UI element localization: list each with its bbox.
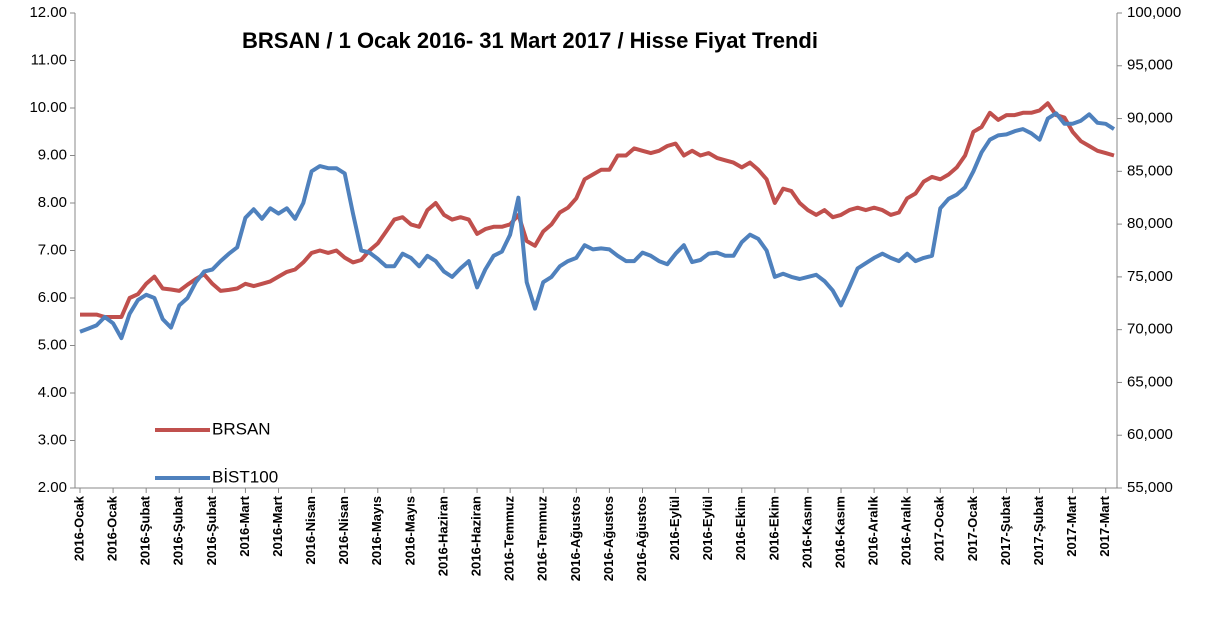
y-tick-label: 6.00 — [38, 289, 67, 306]
y-tick-label: 12.00 — [29, 4, 67, 21]
x-tick-label: 2016-Şubat — [138, 495, 153, 565]
y2-tick-label: 95,000 — [1127, 57, 1173, 74]
x-tick-label: 2017-Mart — [1064, 495, 1079, 556]
y-tick-label: 3.00 — [38, 431, 67, 448]
x-tick-label: 2016-Haziran — [435, 496, 450, 576]
x-tick-label: 2016-Aralık — [899, 495, 914, 565]
y2-tick-label: 90,000 — [1127, 110, 1173, 127]
series-line — [79, 111, 1116, 341]
x-tick-label: 2016-Ağustos — [568, 496, 583, 581]
series-line — [80, 101, 1115, 319]
x-tick-label: 2017-Ocak — [965, 495, 980, 561]
y-tick-label: 5.00 — [38, 336, 67, 353]
y2-tick-label: 85,000 — [1127, 162, 1173, 179]
x-tick-label: 2017-Şubat — [1031, 495, 1046, 565]
chart-title: BRSAN / 1 Ocak 2016- 31 Mart 2017 / Hiss… — [242, 28, 818, 53]
y-tick-label: 2.00 — [38, 479, 67, 496]
x-tick-label: 2017-Mart — [1097, 495, 1112, 556]
x-tick-label: 2016-Ocak — [71, 495, 86, 561]
x-tick-label: 2016-Kasım — [799, 496, 814, 568]
y2-tick-label: 55,000 — [1127, 479, 1173, 496]
x-tick-label: 2016-Temmuz — [535, 496, 550, 582]
legend-label: BRSAN — [212, 419, 271, 438]
x-tick-label: 2017-Şubat — [998, 495, 1013, 565]
y-tick-label: 7.00 — [38, 241, 67, 258]
x-tick-label: 2016-Mayıs — [369, 496, 384, 565]
x-tick-label: 2016-Mart — [237, 495, 252, 556]
y-tick-label: 10.00 — [29, 99, 67, 116]
x-tick-label: 2016-Nisan — [336, 496, 351, 565]
x-tick-label: 2016-Ağustos — [601, 496, 616, 581]
x-tick-label: 2016-Kasım — [832, 496, 847, 568]
y-tick-label: 4.00 — [38, 384, 67, 401]
x-tick-label: 2016-Ağustos — [634, 496, 649, 581]
x-tick-label: 2016-Şubat — [204, 495, 219, 565]
x-tick-label: 2017-Ocak — [932, 495, 947, 561]
y2-tick-label: 65,000 — [1127, 373, 1173, 390]
y2-tick-label: 75,000 — [1127, 268, 1173, 285]
x-tick-label: 2016-Haziran — [468, 496, 483, 576]
x-tick-label: 2016-Mayıs — [402, 496, 417, 565]
y2-tick-label: 60,000 — [1127, 426, 1173, 443]
x-tick-label: 2016-Aralık — [866, 495, 881, 565]
x-tick-label: 2016-Ekim — [766, 496, 781, 560]
x-tick-label: 2016-Eylül — [667, 496, 682, 560]
x-tick-label: 2016-Şubat — [171, 495, 186, 565]
y-tick-label: 8.00 — [38, 194, 67, 211]
y-tick-label: 9.00 — [38, 146, 67, 163]
y2-tick-label: 80,000 — [1127, 215, 1173, 232]
x-tick-label: 2016-Temmuz — [502, 496, 517, 582]
legend-label: BİST100 — [212, 467, 278, 486]
y-tick-label: 11.00 — [31, 51, 67, 68]
x-tick-label: 2016-Ekim — [733, 496, 748, 560]
y2-tick-label: 100,000 — [1127, 4, 1181, 21]
x-tick-label: 2016-Eylül — [700, 496, 715, 560]
y2-tick-label: 70,000 — [1127, 321, 1173, 338]
x-tick-label: 2016-Mart — [270, 495, 285, 556]
x-tick-label: 2016-Nisan — [303, 496, 318, 565]
x-tick-label: 2016-Ocak — [105, 495, 120, 561]
